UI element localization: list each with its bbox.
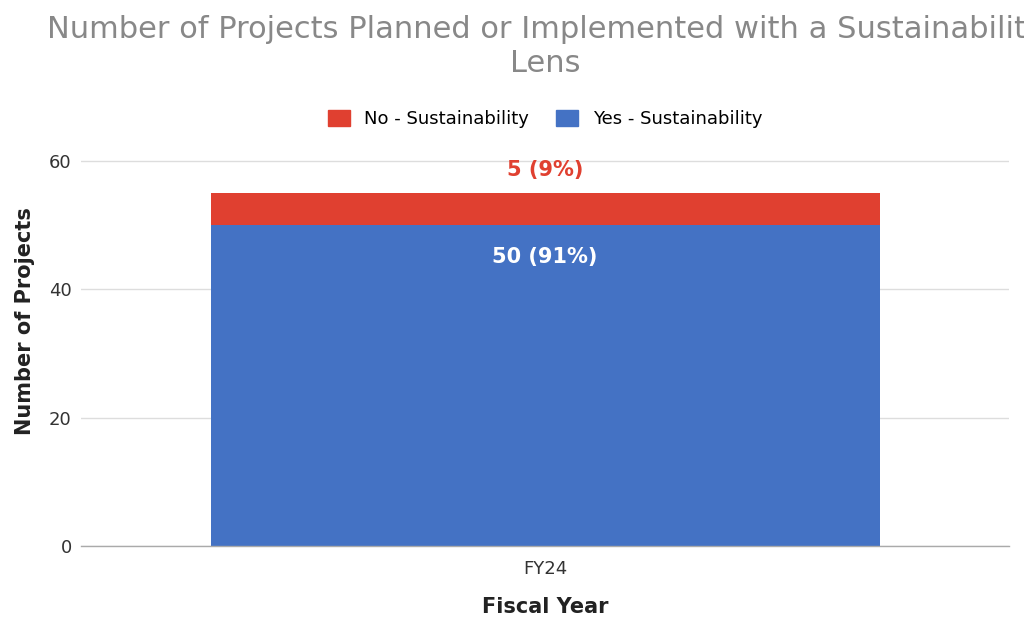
Bar <box>211 225 880 546</box>
Y-axis label: Number of Projects: Number of Projects <box>15 207 35 435</box>
Legend: No - Sustainability, Yes - Sustainability: No - Sustainability, Yes - Sustainabilit… <box>319 101 771 137</box>
X-axis label: Fiscal Year: Fiscal Year <box>482 597 608 617</box>
Text: 50 (91%): 50 (91%) <box>493 247 598 267</box>
Text: 5 (9%): 5 (9%) <box>507 160 584 180</box>
Bar <box>211 193 880 225</box>
Title: Number of Projects Planned or Implemented with a Sustainability
Lens: Number of Projects Planned or Implemente… <box>47 15 1024 78</box>
